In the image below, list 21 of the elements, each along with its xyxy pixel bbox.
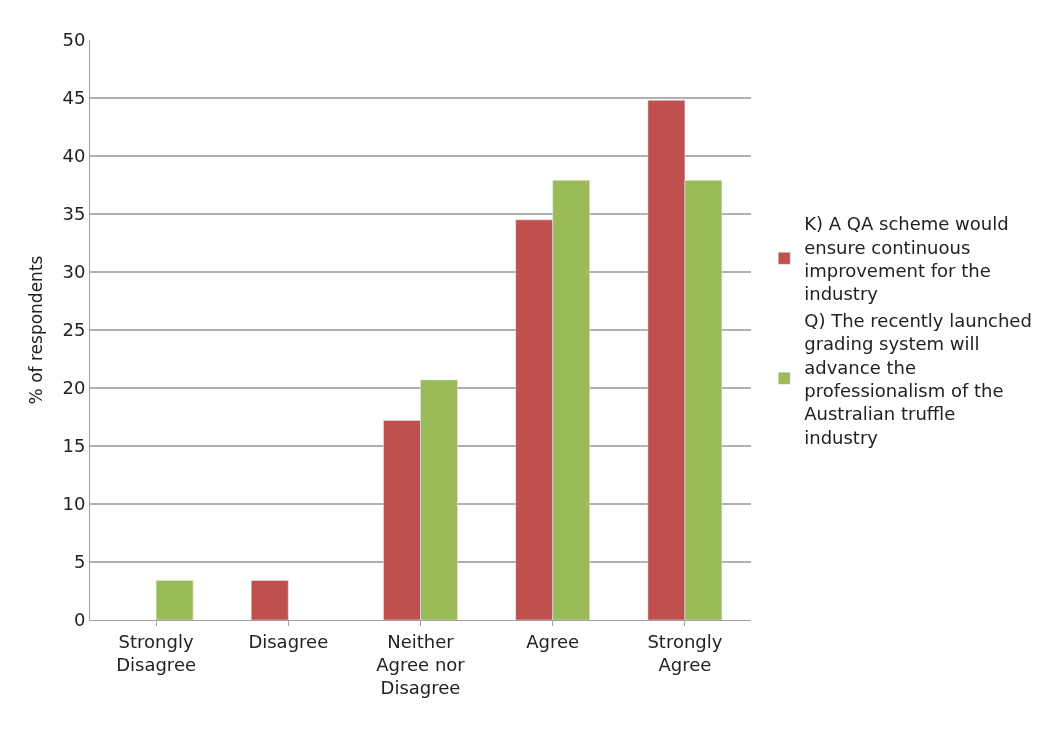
- y-tick-label: 50: [62, 29, 86, 51]
- x-tick-label: Disagree: [248, 630, 329, 652]
- y-tick-label: 15: [62, 435, 86, 457]
- y-tick-label: 35: [62, 203, 86, 225]
- y-tick-label: 10: [62, 493, 86, 515]
- y-tick-label: 45: [62, 87, 86, 109]
- x-tick-label: Neither Agree nor Disagree: [376, 630, 466, 699]
- y-tick-label: 0: [73, 609, 86, 631]
- y-tick-label: 5: [73, 551, 86, 573]
- y-tick-label: 20: [62, 377, 86, 399]
- y-tick-label: 30: [62, 261, 86, 283]
- x-tick-label: Strongly Disagree: [116, 630, 197, 675]
- legend-label: Q) The recently launched grading system will advance the professionalism of the Australian truffle industry: [804, 309, 1032, 448]
- legend-label: K) A QA scheme would ensure continuous improvement for the industry: [804, 213, 1009, 305]
- x-tick-label: Strongly Agree: [647, 630, 723, 675]
- x-tick-label: Agree: [526, 630, 580, 652]
- bar: [251, 580, 289, 620]
- y-axis-title: % of respondents: [26, 255, 47, 405]
- y-tick-label: 40: [62, 145, 86, 167]
- y-tick-label: 25: [62, 319, 86, 341]
- bar: [155, 580, 194, 620]
